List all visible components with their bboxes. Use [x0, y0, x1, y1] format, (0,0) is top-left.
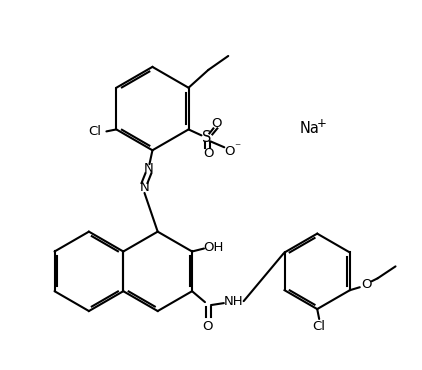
Text: O: O — [211, 117, 222, 130]
Text: Cl: Cl — [88, 125, 101, 138]
Text: N: N — [143, 162, 153, 175]
Text: Cl: Cl — [313, 320, 326, 333]
Text: OH: OH — [204, 241, 224, 254]
Text: Na: Na — [299, 121, 319, 136]
Text: S: S — [202, 130, 211, 145]
Text: ⁻: ⁻ — [234, 141, 240, 154]
Text: +: + — [317, 117, 327, 130]
Text: N: N — [140, 181, 149, 195]
Text: O: O — [224, 145, 235, 158]
Text: NH: NH — [224, 295, 243, 307]
Text: O: O — [203, 147, 214, 160]
Text: O: O — [203, 320, 213, 333]
Text: O: O — [362, 278, 372, 291]
